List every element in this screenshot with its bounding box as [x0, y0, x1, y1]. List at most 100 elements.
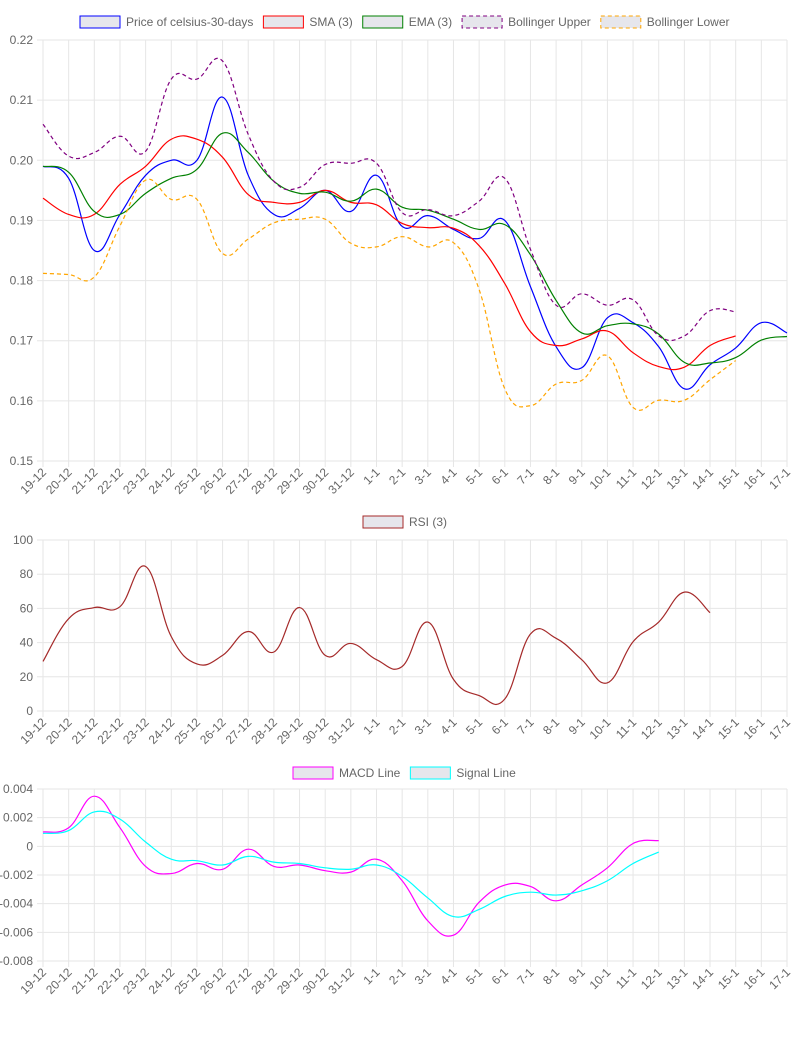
y-tick-label: 0.21	[10, 93, 34, 107]
x-tick-label: 8-1	[540, 465, 562, 487]
x-tick-label: 17-1	[766, 965, 793, 992]
x-tick-label: 5-1	[463, 465, 485, 487]
legend-label-ema-3[interactable]: EMA (3)	[409, 15, 452, 29]
y-tick-label: 0.18	[10, 274, 34, 288]
y-tick-label: 0.17	[10, 334, 34, 348]
legend-swatch-price-of-celsius-30-days[interactable]	[79, 15, 121, 29]
x-tick-label: 4-1	[437, 715, 459, 737]
x-tick-label: 5-1	[463, 715, 485, 737]
x-tick-label: 3-1	[412, 965, 434, 987]
x-tick-label: 14-1	[689, 965, 716, 992]
x-tick-label: 1-1	[360, 465, 382, 487]
x-tick-label: 16-1	[741, 465, 768, 492]
legend-label-rsi-3[interactable]: RSI (3)	[409, 515, 447, 529]
y-tick-label: -0.002	[0, 868, 33, 882]
x-tick-label: 9-1	[566, 715, 588, 737]
x-tick-label: 3-1	[412, 465, 434, 487]
x-tick-label: 22-12	[94, 965, 126, 997]
x-tick-label: 16-1	[741, 715, 768, 742]
legend-label-bollinger-upper[interactable]: Bollinger Upper	[508, 15, 591, 29]
x-tick-label: 31-12	[325, 965, 357, 997]
legend-label-macd-line[interactable]: MACD Line	[339, 766, 401, 780]
series-line-ema-3	[42, 132, 788, 366]
legend-swatch-sma-3[interactable]	[262, 15, 304, 29]
x-tick-label: 4-1	[437, 465, 459, 487]
legend-label-signal-line[interactable]: Signal Line	[456, 766, 516, 780]
x-tick-label: 28-12	[248, 465, 280, 497]
x-tick-label: 27-12	[223, 965, 255, 997]
y-tick-label: 0	[26, 704, 33, 718]
y-tick-label: -0.006	[0, 925, 33, 939]
legend-swatch-rsi-3[interactable]	[362, 515, 404, 529]
x-tick-label: 11-1	[613, 715, 639, 741]
x-tick-label: 1-1	[360, 715, 382, 737]
legend-label-price-of-celsius-30-days[interactable]: Price of celsius-30-days	[126, 15, 253, 29]
legend-swatch-signal-line[interactable]	[409, 766, 451, 780]
y-tick-label: 0.20	[10, 153, 34, 167]
y-tick-label: 20	[20, 670, 34, 684]
x-tick-label: 10-1	[587, 465, 614, 492]
y-tick-label: 0.19	[10, 213, 34, 227]
x-tick-label: 30-12	[300, 715, 332, 747]
y-tick-label: 80	[20, 567, 34, 581]
x-tick-label: 22-12	[94, 715, 126, 747]
x-tick-label: 26-12	[197, 715, 229, 747]
x-tick-label: 23-12	[120, 715, 152, 747]
y-tick-label: 0.004	[3, 782, 33, 796]
x-tick-label: 6-1	[489, 965, 511, 987]
x-tick-label: 12-1	[638, 465, 665, 492]
x-tick-label: 17-1	[766, 465, 793, 492]
x-tick-label: 11-1	[613, 965, 639, 991]
x-tick-label: 15-1	[715, 715, 742, 742]
x-tick-label: 9-1	[566, 465, 588, 487]
x-tick-label: 31-12	[325, 465, 357, 497]
x-tick-label: 2-1	[386, 465, 408, 487]
y-tick-label: 0	[26, 839, 33, 853]
x-tick-label: 10-1	[587, 965, 614, 992]
x-tick-label: 12-1	[638, 965, 665, 992]
chart-2: 0 20 40 60 80 100 19-1220-1221-1222-1223-1224-…	[13, 515, 793, 747]
series-line-price-of-celsius-30-days	[42, 96, 788, 390]
x-tick-label: 2-1	[386, 965, 408, 987]
legend-label-sma-3[interactable]: SMA (3)	[309, 15, 352, 29]
y-tick-label: 0.002	[3, 811, 33, 825]
x-tick-label: 19-12	[18, 465, 50, 497]
x-tick-label: 14-1	[689, 465, 716, 492]
x-tick-label: 6-1	[489, 465, 511, 487]
x-tick-label: 10-1	[587, 715, 614, 742]
legend-swatch-bollinger-lower[interactable]	[600, 15, 642, 29]
x-tick-label: 6-1	[489, 715, 511, 737]
x-tick-label: 15-1	[715, 965, 742, 992]
x-tick-label: 25-12	[171, 965, 203, 997]
x-tick-label: 22-12	[94, 465, 126, 497]
x-tick-label: 20-12	[43, 715, 75, 747]
x-tick-label: 7-1	[514, 965, 536, 987]
x-tick-label: 7-1	[514, 465, 536, 487]
legend-swatch-macd-line[interactable]	[292, 766, 334, 780]
x-tick-label: 29-12	[274, 715, 306, 747]
x-tick-label: 26-12	[197, 965, 229, 997]
x-tick-label: 13-1	[664, 965, 691, 992]
x-tick-label: 11-1	[613, 465, 639, 491]
x-tick-label: 19-12	[18, 715, 50, 747]
x-tick-label: 23-12	[120, 465, 152, 497]
x-tick-label: 20-12	[43, 965, 75, 997]
x-tick-label: 25-12	[171, 465, 203, 497]
legend-swatch-bollinger-upper[interactable]	[461, 15, 503, 29]
x-tick-label: 29-12	[274, 465, 306, 497]
series-line-macd-line	[42, 795, 659, 937]
x-tick-label: 16-1	[741, 965, 768, 992]
x-tick-label: 9-1	[566, 965, 588, 987]
legend-label-bollinger-lower[interactable]: Bollinger Lower	[647, 15, 730, 29]
x-tick-label: 25-12	[171, 715, 203, 747]
x-tick-label: 30-12	[300, 465, 332, 497]
legend-swatch-ema-3[interactable]	[362, 15, 404, 29]
x-tick-label: 19-12	[18, 965, 50, 997]
x-tick-label: 24-12	[146, 465, 178, 497]
chart-1: 0.15 0.16 0.17 0.18 0.19 0.20 0.21 0.22 19-1220-…	[10, 15, 794, 497]
series-line-bollinger-lower	[42, 178, 737, 411]
chart-3: -0.008 -0.006 -0.004 -0.002 0 0.002 0.004 19-12…	[0, 766, 793, 997]
x-tick-label: 24-12	[146, 715, 178, 747]
